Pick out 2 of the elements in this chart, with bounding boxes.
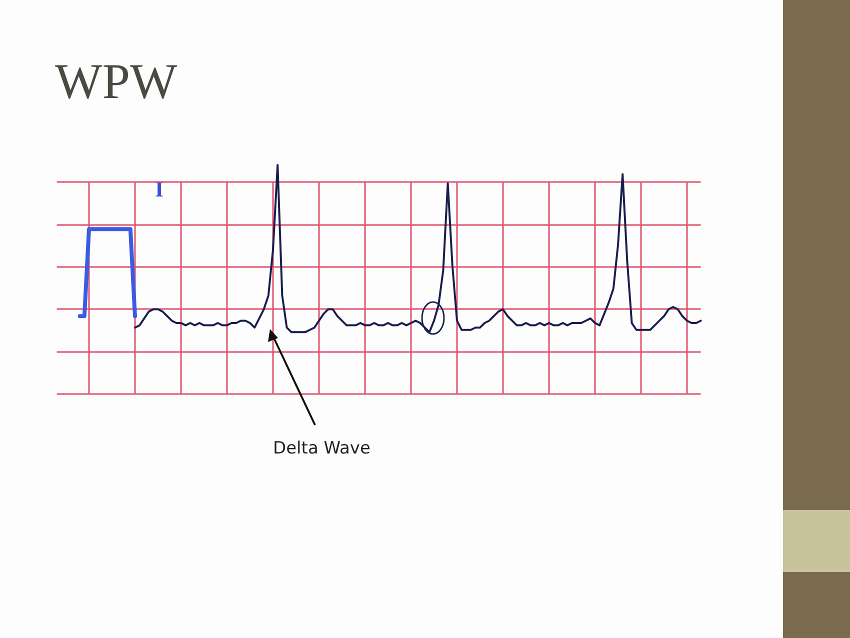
chart-title: WPW — [55, 52, 178, 110]
text: Delta Wave — [273, 438, 370, 458]
